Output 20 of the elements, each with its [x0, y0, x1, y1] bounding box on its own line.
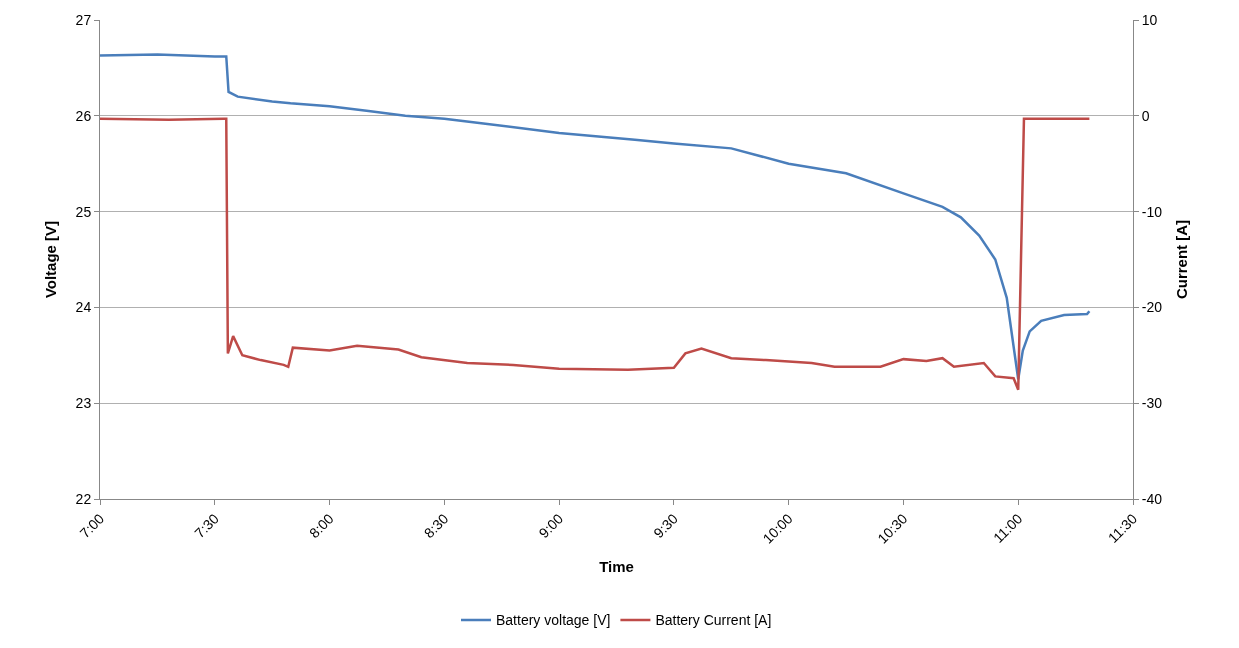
- x-axis-title: Time: [599, 557, 634, 575]
- line-series: [100, 117, 1091, 392]
- y2-tick-label: 0: [1141, 107, 1150, 124]
- y-tick-label: 22: [75, 490, 92, 507]
- y-axis-title: Voltage [V]: [41, 220, 59, 299]
- y2-tick-label: -30: [1141, 395, 1163, 412]
- y2-tick-label: -10: [1141, 203, 1163, 220]
- y-tick-label: 26: [75, 107, 92, 124]
- x-tick-label: 7:30: [191, 510, 222, 542]
- x-tick-label: 7:00: [76, 510, 108, 542]
- y-tick-label: 27: [75, 11, 92, 28]
- y-tick-label: 24: [75, 299, 92, 316]
- y-tick-label: 23: [75, 395, 92, 412]
- y2-axis-title: Current [A]: [1173, 219, 1191, 300]
- y-tick-label: 25: [75, 203, 92, 220]
- y2-tick-label: -20: [1141, 299, 1163, 316]
- y2-tick-label: 10: [1141, 11, 1158, 28]
- y2-tick-label: -40: [1141, 490, 1163, 507]
- legend-label: Battery voltage [V]: [496, 612, 611, 629]
- legend-label: Battery Current [A]: [655, 612, 772, 629]
